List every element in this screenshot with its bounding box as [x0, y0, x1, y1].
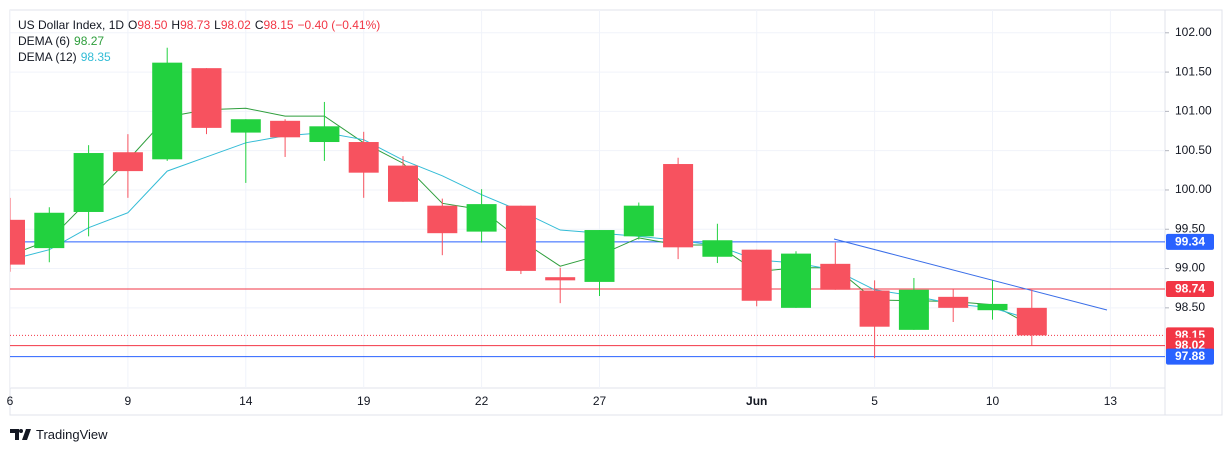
x-tick-label: 27 [593, 394, 607, 408]
price-tag-label: 97.88 [1175, 349, 1205, 363]
candle-body [977, 303, 1008, 311]
trendline [833, 238, 1108, 311]
x-tick-label: 14 [239, 394, 253, 408]
x-tick-label: 6 [7, 394, 14, 408]
change: −0.40 (−0.41%) [297, 18, 381, 32]
ohlc-values: O98.50 H98.73 L98.02 C98.15 [128, 18, 298, 32]
ohlc-letter: C [254, 18, 264, 32]
candle-body [112, 152, 143, 172]
candle-body [10, 219, 25, 265]
candle-body [545, 277, 576, 281]
y-tick-label: 99.00 [1175, 261, 1205, 275]
price-tag [1166, 233, 1214, 250]
candle-body [702, 240, 733, 257]
candle-body [1016, 307, 1047, 336]
indicator-name: DEMA (12) [18, 50, 77, 64]
price-tag [1166, 348, 1214, 365]
x-tick-label: 13 [1104, 394, 1118, 408]
ohlc-value: 98.02 [220, 18, 251, 32]
y-tick-label: 100.00 [1175, 182, 1212, 196]
x-tick-label: 10 [986, 394, 1000, 408]
indicator-value: 98.35 [80, 50, 111, 64]
x-tick-label: 19 [357, 394, 371, 408]
axes: 98.50 99.00 99.50 100.00 100.50 101.00 101.50 1… [7, 25, 1214, 408]
y-tick-label: 101.00 [1175, 104, 1212, 118]
logo [10, 428, 31, 440]
candle-body [859, 290, 890, 327]
y-tick-label: 99.50 [1175, 221, 1205, 235]
x-tick-label: Jun [746, 394, 767, 408]
branding[interactable]: TradingView [10, 427, 108, 442]
y-tick-label: 101.50 [1175, 64, 1212, 78]
brand-name: TradingView [36, 427, 108, 442]
ohlc-letter: H [171, 18, 181, 32]
x-tick-label: 9 [125, 394, 132, 408]
ohlc-letter: O [128, 18, 138, 32]
candle-body [152, 62, 183, 160]
candle-body [820, 263, 851, 290]
candle-body [309, 126, 340, 143]
price-tag-label: 98.74 [1175, 282, 1205, 296]
candle-body [741, 249, 772, 301]
candle-body [270, 120, 301, 138]
ohlc-value: 98.73 [180, 18, 211, 32]
candle-body [230, 119, 261, 133]
legend: US Dollar Index, 1D O98.50 H98.73 L98.02 C98… [18, 17, 380, 65]
y-tick-label: 98.50 [1175, 300, 1205, 314]
candle-body [623, 205, 654, 237]
y-tick-label: 102.00 [1175, 25, 1212, 39]
candle-body [191, 68, 222, 128]
candle-body [663, 164, 694, 248]
indicator-name: DEMA (6) [18, 34, 71, 48]
candle-body [34, 212, 65, 249]
ohlc-letter: L [214, 18, 221, 32]
y-tick-label: 100.50 [1175, 143, 1212, 157]
ohlc-value: 98.50 [137, 18, 168, 32]
x-tick-label: 22 [475, 394, 489, 408]
indicator-value: 98.27 [74, 34, 105, 48]
candle-body [73, 153, 104, 212]
ohlc-value: 98.15 [263, 18, 294, 32]
candle-body [466, 204, 497, 232]
price-tag [1166, 280, 1214, 297]
x-tick-label: 5 [871, 394, 878, 408]
candle-body [427, 205, 458, 234]
candle-body [505, 205, 536, 271]
indicator-row: DEMA (12) 98.35 [18, 49, 380, 65]
symbol-row: US Dollar Index, 1D O98.50 H98.73 L98.02 C98… [18, 17, 380, 33]
plot-area [10, 10, 1165, 388]
indicator-row: DEMA (6) 98.27 [18, 33, 380, 49]
candle-body [388, 165, 418, 202]
candle-body [584, 230, 615, 282]
symbol-title: US Dollar Index, 1D [18, 18, 125, 32]
candle-body [348, 142, 379, 173]
candle-body [781, 253, 811, 308]
price-tag-label: 99.34 [1175, 235, 1205, 249]
candle-body [898, 289, 929, 330]
candle-body [938, 296, 969, 308]
